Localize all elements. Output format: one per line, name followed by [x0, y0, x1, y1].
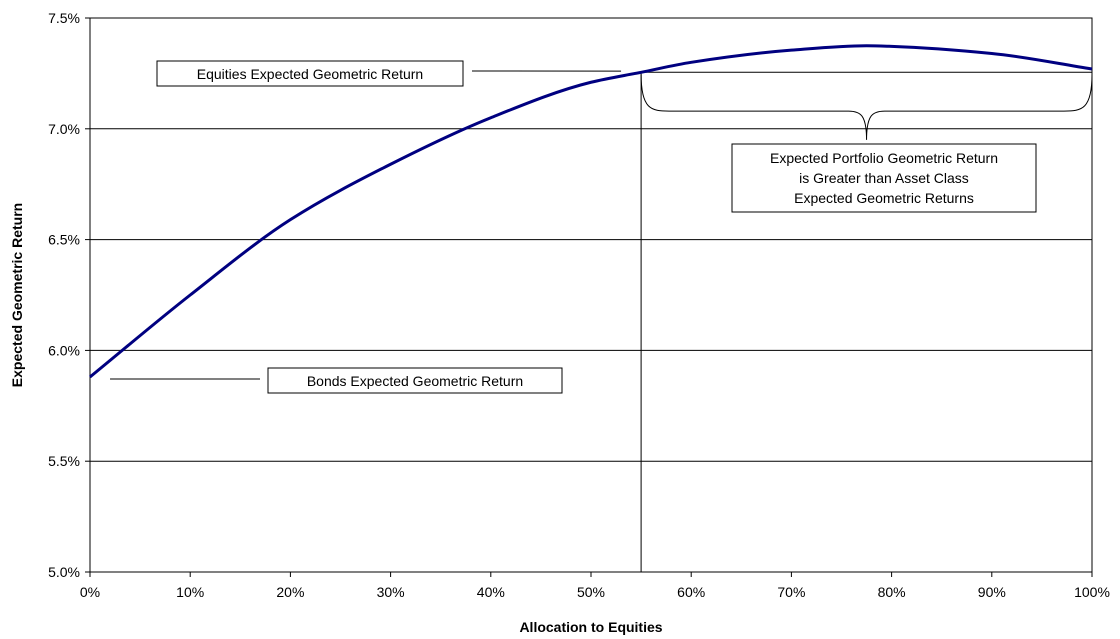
x-tick-label: 70% [777, 584, 805, 600]
portfolio-callout-line: Expected Portfolio Geometric Return [770, 150, 998, 166]
x-tick-label: 30% [377, 584, 405, 600]
bracket-brace [640, 74, 1093, 140]
portfolio-callout-text: Expected Portfolio Geometric Return is Gr… [770, 150, 998, 206]
bonds-callout-box [267, 367, 563, 394]
portfolio-callout-line: is Greater than Asset Class [799, 170, 969, 186]
y-tick-label: 6.0% [48, 342, 80, 358]
x-tick-label: 10% [176, 584, 204, 600]
x-tick-label: 90% [978, 584, 1006, 600]
x-tick-label: 0% [80, 584, 100, 600]
x-tick-label: 50% [577, 584, 605, 600]
y-tick-label: 7.0% [48, 121, 80, 137]
y-tick-label: 5.5% [48, 453, 80, 469]
equities-callout-box [156, 60, 464, 87]
y-tick-label: 5.0% [48, 564, 80, 580]
x-tick-label: 80% [878, 584, 906, 600]
series-line [89, 44, 1093, 379]
x-tick-label: 20% [276, 584, 304, 600]
y-tick-label: 7.5% [48, 10, 80, 26]
plot-area [89, 17, 1093, 573]
x-tick-label: 60% [677, 584, 705, 600]
x-axis-title: Allocation to Equities [519, 619, 662, 635]
y-tick-label: 6.5% [48, 232, 80, 248]
portfolio-callout-line: Expected Geometric Returns [794, 190, 974, 206]
x-tick-label: 100% [1074, 584, 1110, 600]
y-axis-title: Expected Geometric Return [9, 203, 25, 387]
bonds-callout-text: Bonds Expected Geometric Return [307, 373, 523, 389]
equities-callout-text: Equities Expected Geometric Return [197, 66, 423, 82]
x-tick-label: 40% [477, 584, 505, 600]
portfolio-callout-box [731, 143, 1037, 213]
